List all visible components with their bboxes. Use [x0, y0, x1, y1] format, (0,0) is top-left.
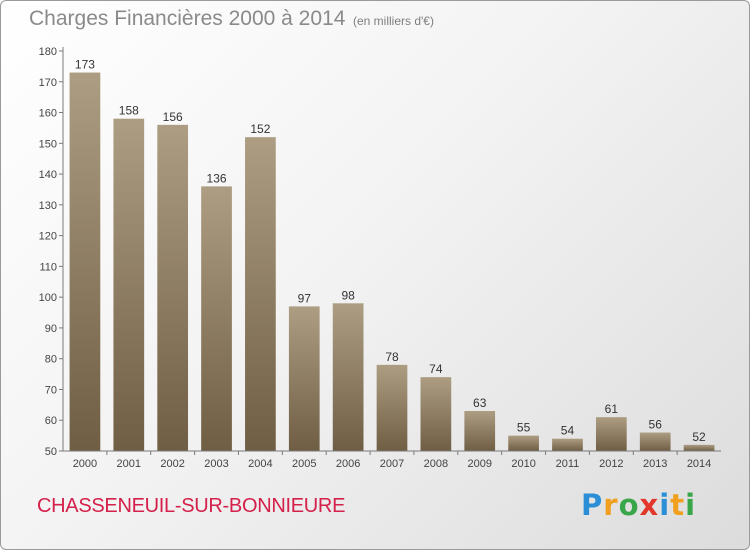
logo-letter: x — [639, 488, 660, 522]
y-tick-label: 110 — [39, 261, 57, 273]
x-tick-label: 2004 — [248, 458, 272, 470]
bar-2012 — [595, 417, 627, 451]
bar-2003 — [201, 186, 232, 451]
data-label-2008: 74 — [429, 362, 443, 376]
logo-letter: i — [659, 488, 671, 522]
x-tick-label: 2007 — [380, 458, 404, 470]
data-label-2001: 158 — [119, 104, 139, 118]
y-tick-label: 50 — [45, 446, 57, 458]
x-tick-label: 2002 — [160, 458, 184, 470]
data-label-2005: 97 — [298, 291, 312, 305]
bar-2002 — [157, 124, 189, 451]
x-tick-label: 2006 — [336, 458, 360, 470]
x-tick-label: 2014 — [687, 458, 711, 470]
x-tick-label: 2010 — [511, 458, 535, 470]
bar-2014 — [683, 444, 715, 451]
bar-2006 — [332, 303, 364, 451]
bar-2013 — [639, 432, 671, 451]
y-tick-label: 150 — [39, 138, 57, 150]
bar-2001 — [113, 118, 145, 451]
x-tick-label: 2001 — [117, 458, 141, 470]
bar-2000 — [69, 72, 101, 452]
x-tick-label: 2003 — [204, 458, 228, 470]
data-label-2000: 173 — [75, 58, 95, 72]
x-tick-label: 2013 — [643, 458, 667, 470]
bar-2009 — [464, 411, 496, 451]
y-tick-label: 170 — [39, 77, 57, 89]
chart-title: Charges Financières 2000 à 2014 — [29, 7, 346, 30]
logo-letter: r — [603, 488, 619, 522]
bars — [69, 72, 715, 452]
data-label-2007: 78 — [385, 350, 399, 364]
chart-subtitle: (en milliers d'€) — [353, 14, 434, 28]
y-tick-label: 80 — [45, 354, 57, 366]
bar-2004 — [245, 137, 276, 451]
data-label-2014: 52 — [692, 430, 706, 444]
logo-letter: i — [685, 488, 697, 522]
bar-2008 — [420, 377, 452, 451]
y-tick-label: 60 — [45, 415, 57, 427]
x-tick-label: 2011 — [556, 458, 580, 470]
logo-letter: o — [618, 488, 640, 522]
bar-2005 — [288, 306, 320, 451]
bar-2007 — [376, 364, 408, 451]
y-tick-label: 140 — [39, 169, 57, 181]
data-label-2010: 55 — [517, 421, 531, 435]
data-label-2006: 98 — [341, 288, 355, 302]
x-tick-label: 2008 — [424, 458, 448, 470]
x-tick-label: 2009 — [467, 458, 491, 470]
y-tick-label: 180 — [39, 46, 57, 58]
data-label-2002: 156 — [163, 110, 183, 124]
logo-letter: t — [670, 488, 686, 522]
y-tick-label: 120 — [39, 231, 57, 243]
bar-2010 — [508, 435, 539, 451]
y-tick-label: 90 — [45, 323, 57, 335]
bar-2011 — [552, 438, 583, 451]
data-label-2013: 56 — [649, 418, 663, 432]
data-label-2012: 61 — [605, 402, 619, 416]
data-label-2003: 136 — [207, 171, 227, 185]
y-axis: 50 60 70 80 90 100 110 120 130 140 150 160 170 180 — [39, 46, 64, 458]
x-tick-label: 2000 — [73, 458, 97, 470]
x-tick-label: 2005 — [292, 458, 316, 470]
proxiti-logo: Proxiti — [581, 488, 696, 522]
data-labels: 173 158 156 136 152 97 98 78 74 63 55 54 61 56 52 — [75, 58, 706, 444]
y-tick-label: 70 — [45, 384, 57, 396]
x-tick-label: 2012 — [599, 458, 623, 470]
commune-name: CHASSENEUIL-SUR-BONNIEURE — [37, 495, 346, 517]
x-axis: 2000 2001 2002 2003 2004 2005 2006 2007 2008 2009… — [63, 450, 721, 470]
y-tick-label: 160 — [39, 108, 57, 120]
data-label-2011: 54 — [561, 424, 575, 438]
logo-letter: P — [581, 488, 604, 522]
y-tick-label: 130 — [39, 200, 57, 212]
y-tick-label: 100 — [39, 292, 57, 304]
data-label-2009: 63 — [473, 396, 487, 410]
data-label-2004: 152 — [250, 122, 270, 136]
